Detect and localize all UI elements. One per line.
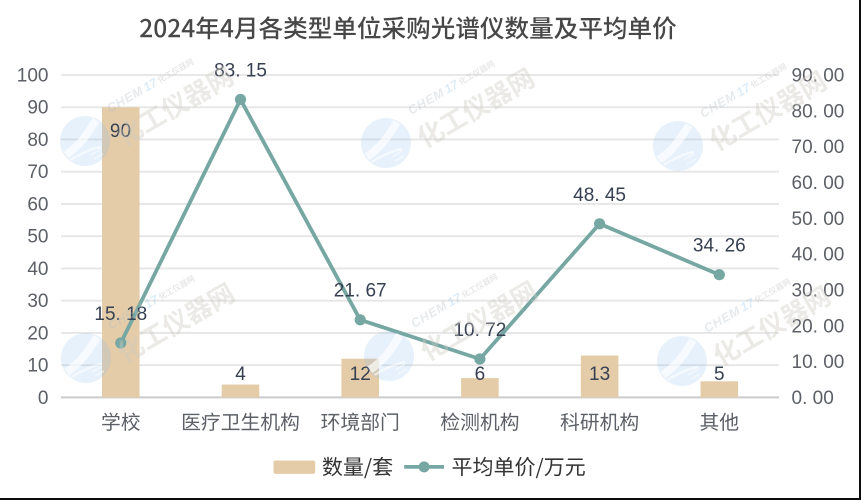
svg-text:15. 18: 15. 18	[94, 304, 147, 325]
svg-text:0. 00: 0. 00	[792, 388, 834, 409]
svg-text:40. 00: 40. 00	[792, 245, 845, 266]
svg-text:50. 00: 50. 00	[792, 209, 845, 230]
svg-text:100: 100	[17, 66, 49, 87]
svg-text:12: 12	[350, 364, 371, 385]
svg-text:70: 70	[27, 162, 48, 183]
svg-text:34. 26: 34. 26	[693, 236, 746, 257]
svg-text:6: 6	[475, 364, 486, 385]
svg-text:60. 00: 60. 00	[792, 173, 845, 194]
svg-text:50: 50	[27, 227, 48, 248]
svg-text:80: 80	[27, 130, 48, 151]
svg-text:4: 4	[235, 364, 246, 385]
svg-text:20. 00: 20. 00	[792, 316, 845, 337]
svg-text:90: 90	[27, 98, 48, 119]
svg-text:0: 0	[38, 388, 49, 409]
svg-text:60: 60	[27, 195, 48, 216]
svg-text:20: 20	[27, 323, 48, 344]
svg-text:5: 5	[714, 364, 725, 385]
svg-text:13: 13	[589, 364, 610, 385]
svg-text:70. 00: 70. 00	[792, 137, 845, 158]
svg-text:10. 00: 10. 00	[792, 352, 845, 373]
svg-text:80. 00: 80. 00	[792, 101, 845, 122]
svg-text:21. 67: 21. 67	[334, 281, 387, 302]
svg-text:30: 30	[27, 291, 48, 312]
svg-text:10: 10	[27, 356, 48, 377]
svg-text:48. 45: 48. 45	[573, 185, 626, 206]
svg-text:40: 40	[27, 259, 48, 280]
